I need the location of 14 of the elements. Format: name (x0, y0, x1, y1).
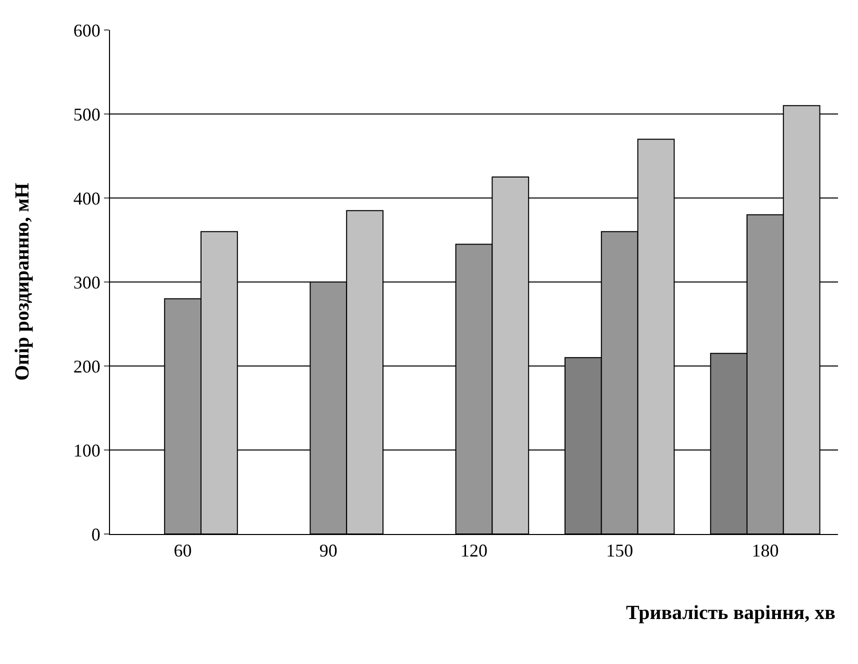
y-axis-title: Опір роздиранню, мН (12, 182, 34, 381)
y-tick-label: 200 (73, 356, 100, 376)
y-tick-label: 500 (73, 104, 100, 124)
x-axis-title: Тривалість варіння, хв (626, 602, 836, 624)
y-tick-label: 300 (73, 272, 100, 292)
y-tick-label: 100 (73, 440, 100, 460)
y-tick-label: 400 (73, 188, 100, 208)
y-tick-label: 0 (91, 524, 100, 544)
x-tick-label: 90 (319, 540, 338, 561)
x-tick-label: 120 (460, 540, 488, 561)
x-tick-label: 60 (174, 540, 192, 561)
x-tick-label: 150 (606, 540, 634, 561)
y-tick-label: 600 (73, 20, 100, 40)
x-tick-label: 180 (752, 540, 779, 561)
